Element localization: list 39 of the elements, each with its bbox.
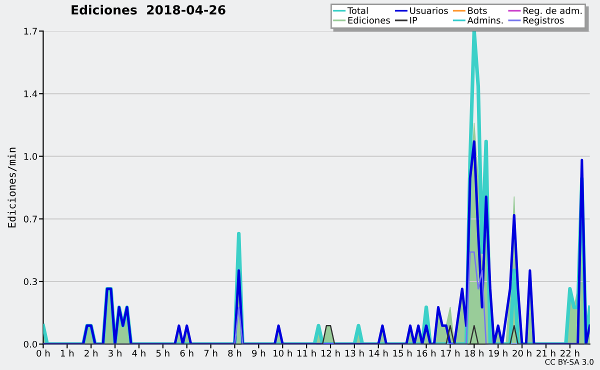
x-tick-label: 7 h	[204, 350, 218, 357]
legend-label: IP	[410, 16, 418, 24]
chart-title: Ediciones 2018-04-26	[72, 4, 226, 15]
x-tick-label: 16 h	[417, 350, 436, 357]
y-tick-label: 0.7	[24, 216, 37, 222]
y-tick-label: 1.0	[24, 153, 38, 160]
x-tick-label: 21 h	[536, 350, 556, 357]
x-tick-label: 6 h	[180, 350, 194, 357]
y-tick-label: 0.0	[24, 340, 38, 348]
x-tick-label: 4 h	[132, 350, 146, 357]
legend-label: Usuarios	[410, 7, 448, 14]
y-axis-title: Ediciones/min	[8, 148, 17, 228]
x-tick-label: 15 h	[393, 350, 412, 357]
x-tick-label: 9 h	[252, 350, 266, 357]
x-tick-label: 11 h	[298, 350, 316, 357]
x-tick-label: 17 h	[441, 350, 460, 357]
x-tick-label: 8 h	[228, 350, 242, 357]
legend-label: Reg. de adm.	[523, 7, 582, 16]
x-tick-label: 13 h	[345, 350, 364, 357]
x-tick-label: 20 h	[512, 350, 532, 357]
x-tick-label: 0 h	[36, 350, 50, 357]
legend-label: Admins.	[467, 16, 503, 24]
x-tick-label: 14 h	[369, 350, 388, 357]
x-tick-label: 5 h	[156, 350, 170, 357]
legend-label: Bots	[468, 7, 487, 14]
x-tick-label: 3 h	[108, 350, 122, 357]
legend-label: Ediciones	[348, 16, 390, 24]
x-tick-label: 18 h	[465, 350, 484, 357]
y-tick-label: 1.4	[24, 90, 38, 98]
legend-label: Registros	[523, 16, 564, 26]
y-tick-label: 1.7	[24, 28, 37, 35]
x-tick-label: 1 h	[60, 350, 74, 357]
y-tick-label: 0.3	[24, 278, 37, 286]
x-tick-label: 19 h	[489, 350, 508, 357]
x-tick-label: 12 h	[321, 350, 340, 357]
x-tick-label: 10 h	[274, 350, 292, 357]
legend-label: Total	[347, 7, 368, 14]
x-tick-label: 2 h	[84, 350, 98, 357]
x-tick-label: 22 h	[560, 350, 580, 357]
